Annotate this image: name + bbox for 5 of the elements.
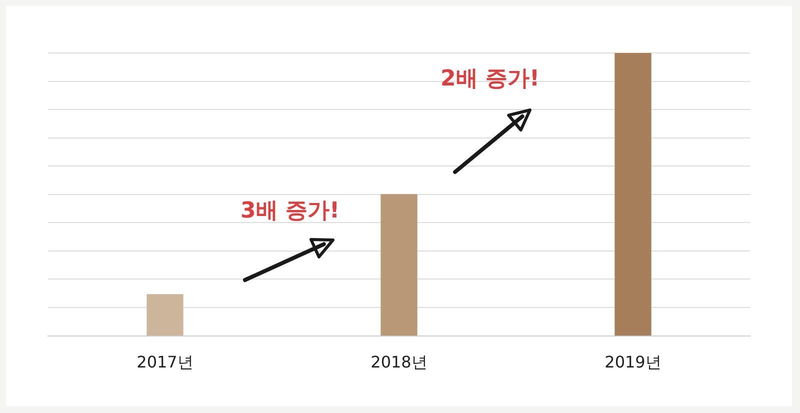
annotation: 2배 증가! bbox=[440, 66, 540, 92]
x-tick-label: 2017년 bbox=[136, 352, 194, 372]
x-tick-label: 2019년 bbox=[604, 352, 662, 372]
x-tick-label: 2018년 bbox=[370, 352, 428, 372]
annotation: 3배 증가! bbox=[240, 198, 340, 224]
